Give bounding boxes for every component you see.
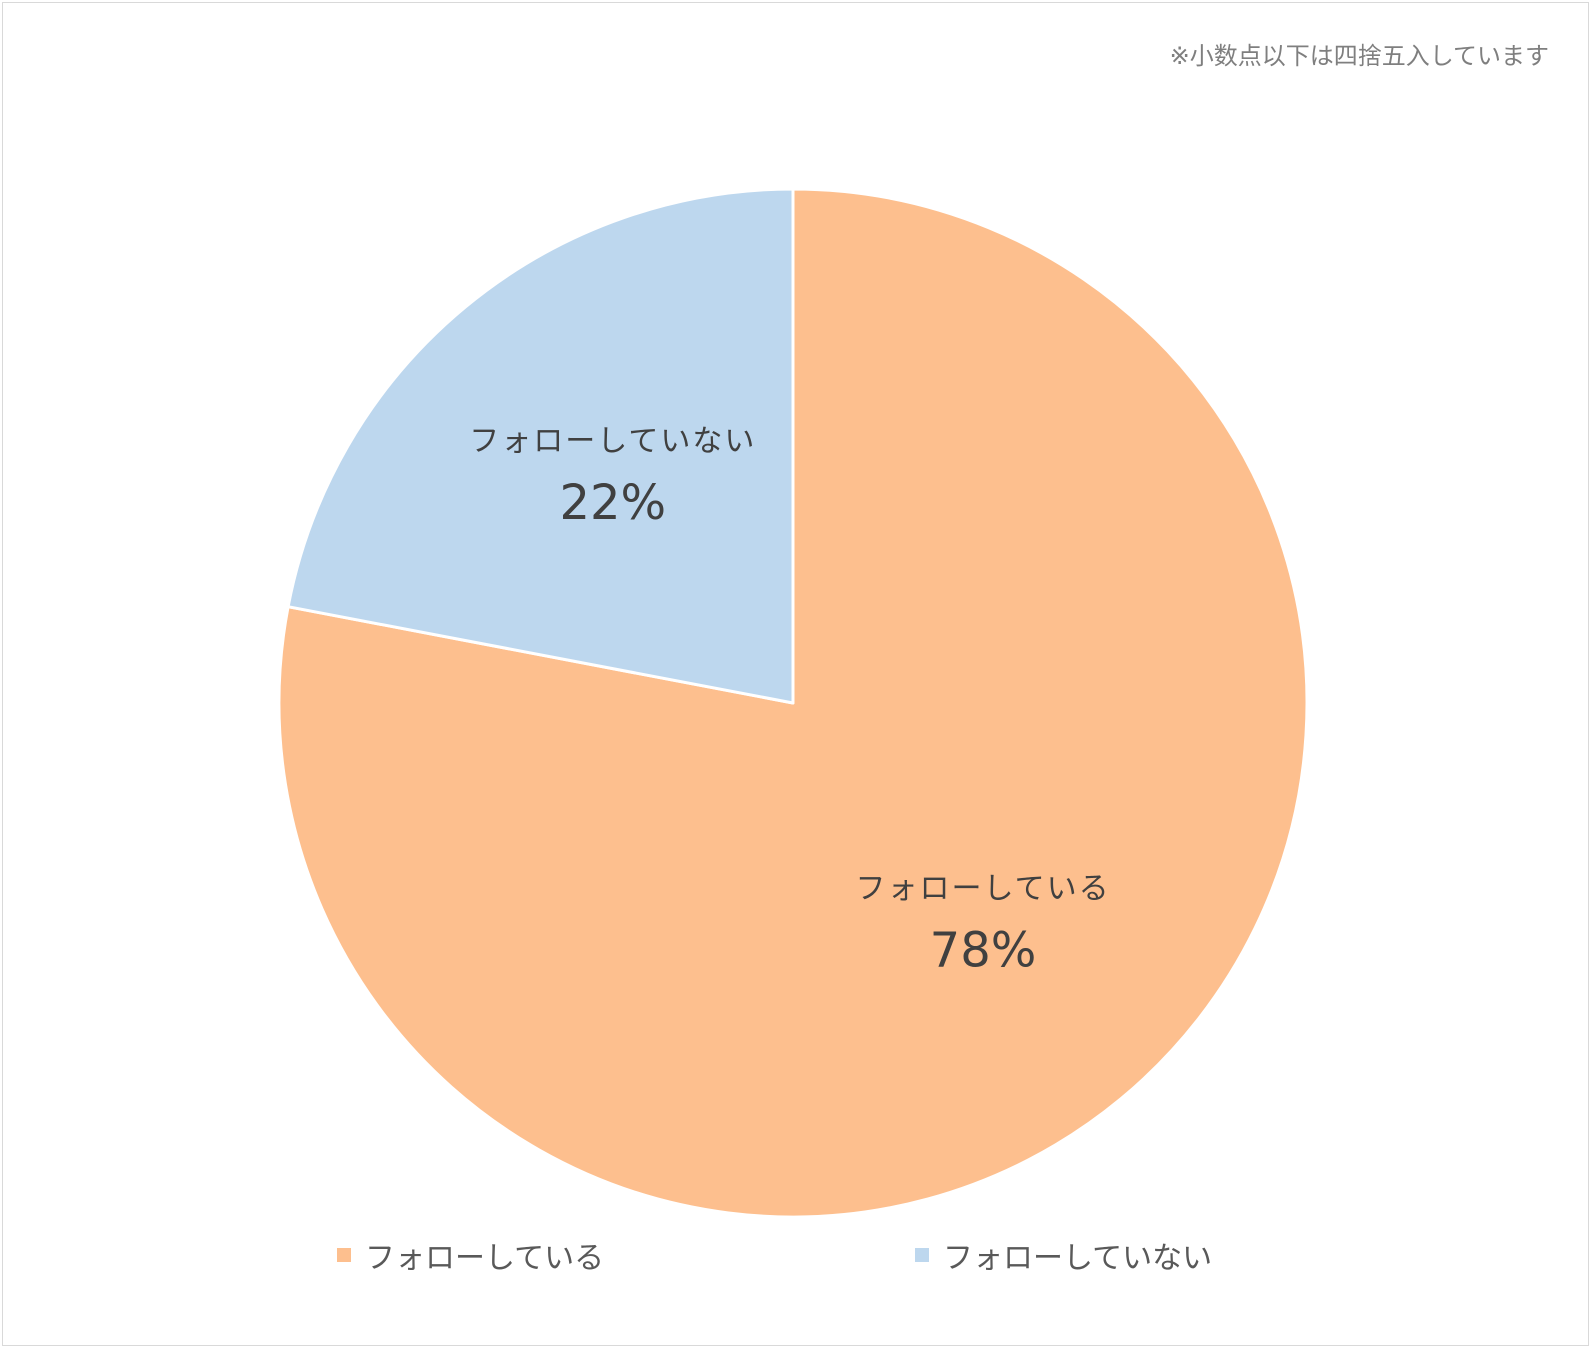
pie-data-labels: フォローしている 78% フォローしていない 22% [469,424,1110,979]
legend-item-not-following: フォローしていない [915,1233,1212,1277]
legend-item-following: フォローしている [337,1233,604,1277]
pie-slices [277,187,1309,1219]
legend-label-following: フォローしている [365,1241,605,1276]
data-label-category-1: フォローしていない [469,424,756,459]
data-label-value-0: 78% [930,923,1037,979]
legend-swatch-not-following [915,1248,929,1262]
legend-label-not-following: フォローしていない [943,1241,1213,1276]
data-label-category-0: フォローしている [855,872,1110,907]
legend-swatch-following [337,1248,351,1262]
data-label-value-1: 22% [559,475,666,531]
rounding-note: ※小数点以下は四捨五入しています [1169,42,1549,70]
pie-slice-1 [286,187,795,705]
